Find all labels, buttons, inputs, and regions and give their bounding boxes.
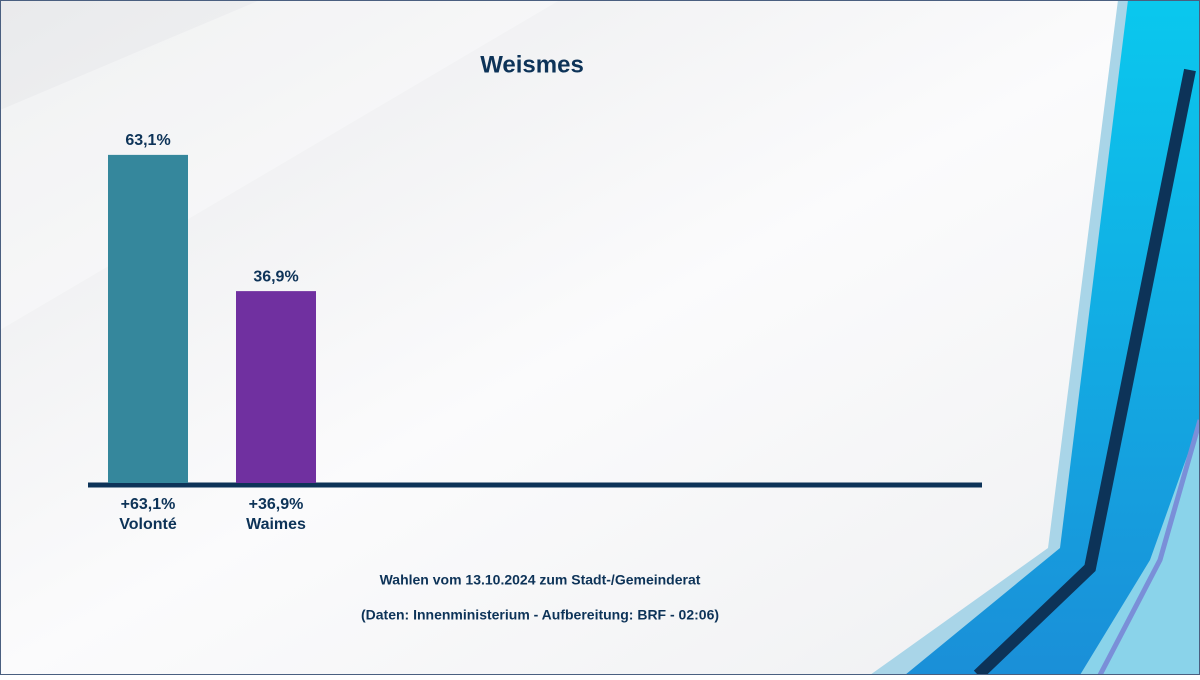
change-label: +36,9% — [249, 496, 304, 513]
value-label: 63,1% — [125, 132, 170, 149]
decoration — [905, 0, 1200, 675]
change-label: +63,1% — [121, 496, 176, 513]
footnote: (Daten: Innenministerium - Aufbereitung:… — [361, 607, 719, 623]
bar — [108, 154, 188, 483]
footnote: Wahlen vom 13.10.2024 zum Stadt-/Gemeind… — [380, 572, 701, 588]
decoration — [1080, 420, 1200, 675]
value-label: 36,9% — [253, 268, 298, 285]
x-tick-label: Volonté — [119, 516, 177, 533]
chart-title: Weismes — [480, 51, 584, 78]
bar — [236, 291, 316, 483]
decoration-stripe — [973, 68, 1196, 680]
decoration-stripe — [1097, 419, 1200, 677]
x-tick-label: Waimes — [246, 516, 306, 533]
